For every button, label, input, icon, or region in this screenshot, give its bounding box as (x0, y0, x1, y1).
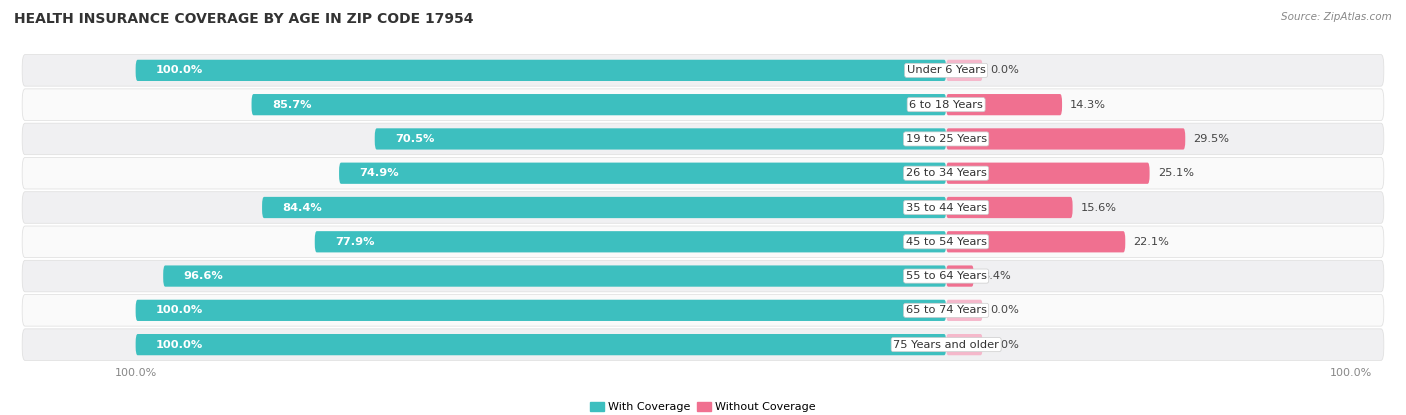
Text: 3.4%: 3.4% (981, 271, 1011, 281)
Text: 0.0%: 0.0% (991, 66, 1019, 76)
Text: Under 6 Years: Under 6 Years (907, 66, 986, 76)
Text: 100.0%: 100.0% (156, 339, 202, 349)
Text: 0.0%: 0.0% (991, 305, 1019, 315)
FancyBboxPatch shape (946, 300, 983, 321)
FancyBboxPatch shape (22, 260, 1384, 292)
FancyBboxPatch shape (163, 266, 946, 287)
FancyBboxPatch shape (262, 197, 946, 218)
Text: 75 Years and older: 75 Years and older (893, 339, 1000, 349)
FancyBboxPatch shape (22, 192, 1384, 223)
FancyBboxPatch shape (946, 60, 983, 81)
Text: 19 to 25 Years: 19 to 25 Years (905, 134, 987, 144)
FancyBboxPatch shape (946, 266, 974, 287)
FancyBboxPatch shape (22, 89, 1384, 120)
FancyBboxPatch shape (946, 128, 1185, 149)
Text: 85.7%: 85.7% (271, 100, 311, 110)
Text: 14.3%: 14.3% (1070, 100, 1107, 110)
Text: Source: ZipAtlas.com: Source: ZipAtlas.com (1281, 12, 1392, 22)
Text: 0.0%: 0.0% (991, 339, 1019, 349)
Text: 100.0%: 100.0% (156, 66, 202, 76)
Text: 45 to 54 Years: 45 to 54 Years (905, 237, 987, 247)
FancyBboxPatch shape (135, 334, 946, 355)
Text: 74.9%: 74.9% (360, 168, 399, 178)
Text: 65 to 74 Years: 65 to 74 Years (905, 305, 987, 315)
Text: HEALTH INSURANCE COVERAGE BY AGE IN ZIP CODE 17954: HEALTH INSURANCE COVERAGE BY AGE IN ZIP … (14, 12, 474, 27)
FancyBboxPatch shape (946, 197, 1073, 218)
Legend: With Coverage, Without Coverage: With Coverage, Without Coverage (586, 397, 820, 415)
Text: 35 to 44 Years: 35 to 44 Years (905, 203, 987, 212)
Text: 96.6%: 96.6% (183, 271, 224, 281)
FancyBboxPatch shape (946, 163, 1150, 184)
Text: 100.0%: 100.0% (156, 305, 202, 315)
Text: 22.1%: 22.1% (1133, 237, 1170, 247)
FancyBboxPatch shape (315, 231, 946, 252)
FancyBboxPatch shape (22, 55, 1384, 86)
FancyBboxPatch shape (946, 231, 1125, 252)
FancyBboxPatch shape (946, 334, 983, 355)
Text: 25.1%: 25.1% (1157, 168, 1194, 178)
Text: 84.4%: 84.4% (283, 203, 322, 212)
Text: 55 to 64 Years: 55 to 64 Years (905, 271, 987, 281)
FancyBboxPatch shape (22, 226, 1384, 258)
FancyBboxPatch shape (375, 128, 946, 149)
FancyBboxPatch shape (22, 123, 1384, 155)
FancyBboxPatch shape (339, 163, 946, 184)
Text: 77.9%: 77.9% (335, 237, 374, 247)
FancyBboxPatch shape (946, 94, 1062, 115)
FancyBboxPatch shape (135, 60, 946, 81)
FancyBboxPatch shape (135, 300, 946, 321)
FancyBboxPatch shape (22, 157, 1384, 189)
Text: 29.5%: 29.5% (1194, 134, 1229, 144)
Text: 70.5%: 70.5% (395, 134, 434, 144)
FancyBboxPatch shape (22, 295, 1384, 326)
Text: 6 to 18 Years: 6 to 18 Years (910, 100, 983, 110)
FancyBboxPatch shape (252, 94, 946, 115)
Text: 26 to 34 Years: 26 to 34 Years (905, 168, 987, 178)
Text: 15.6%: 15.6% (1081, 203, 1116, 212)
FancyBboxPatch shape (22, 329, 1384, 360)
